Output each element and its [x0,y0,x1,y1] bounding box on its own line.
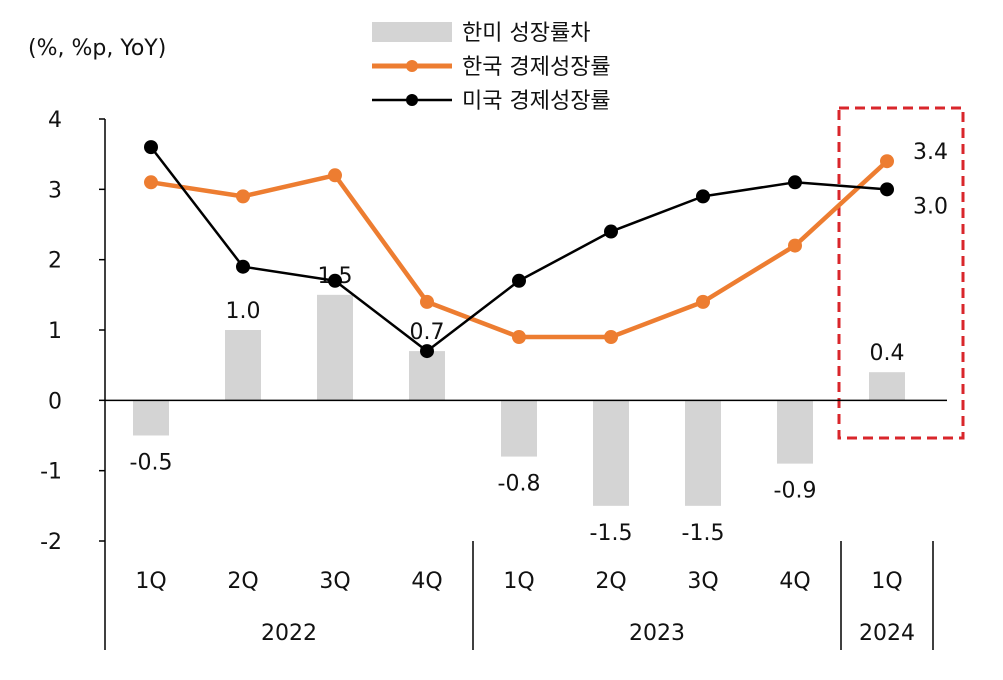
us-growth-point [604,224,618,239]
legend: 한미 성장률차 한국 경제성장률 미국 경제성장률 [372,21,611,114]
bar [317,294,353,401]
bar-data-label: -0.9 [774,479,817,504]
legend-marker-korea [406,60,418,72]
x-tick-label: 3Q [687,569,718,594]
y-tick-label: -2 [40,530,62,555]
x-tick-label: 4Q [779,569,810,594]
us-growth-point [696,189,710,204]
bar [133,400,169,436]
bar [685,400,721,506]
x-tick-label: 1Q [871,569,902,594]
legend-label-korea: 한국 경제성장률 [462,55,611,80]
year-label: 2022 [261,621,317,646]
korea-end-label: 3.4 [913,140,948,165]
us-end-label: 3.0 [913,194,948,219]
unit-label: (%, %p, YoY) [28,36,166,61]
bar-data-label: -0.5 [130,451,173,476]
korea-growth-point [788,238,802,253]
us-growth-point [328,273,342,288]
bar-data-label: -0.8 [498,472,541,497]
us-growth-point [236,259,250,274]
us-growth-point [420,344,434,359]
x-tick-label: 1Q [503,569,534,594]
bar-data-label: 0.4 [870,341,905,366]
x-tick-label: 2Q [595,569,626,594]
us-growth-point [880,182,894,197]
us-growth-point [512,273,526,288]
us-growth-point [788,175,802,190]
legend-swatch-bar [372,22,452,42]
y-tick-label: 2 [48,249,62,274]
x-tick-label: 2Q [227,569,258,594]
bar [777,400,813,464]
highlight-box [837,106,965,440]
year-label: 2024 [859,621,915,646]
bar [225,330,261,401]
bar [869,372,905,401]
legend-label-us: 미국 경제성장률 [462,89,611,114]
korea-growth-line [150,159,889,340]
korea-growth-point [696,294,710,309]
korea-growth-point [604,330,618,345]
legend-label-diff: 한미 성장률차 [462,21,590,46]
y-tick-label: 4 [48,108,62,133]
bar [593,400,629,506]
y-tick-label: 0 [48,389,62,414]
year-label: 2023 [629,621,685,646]
bar [409,351,445,401]
bar-data-label: 1.0 [226,299,261,324]
bar [501,400,537,457]
bar-data-label: -1.5 [682,521,725,546]
y-tick-label: -1 [40,460,62,485]
us-growth-line [150,146,888,353]
plot-area: 43210-1-2-0.51.01.50.7-0.8-1.5-1.5-0.90.… [40,106,965,650]
x-tick-label: 4Q [411,569,442,594]
korea-growth-point [236,189,250,204]
bar-data-label: -1.5 [590,521,633,546]
y-tick-label: 1 [48,319,62,344]
y-tick-label: 3 [48,178,62,203]
legend-marker-us [406,94,418,106]
korea-growth-point [880,154,894,169]
x-tick-label: 1Q [135,569,166,594]
korea-growth-point [144,175,158,190]
korea-growth-point [512,330,526,345]
korea-growth-point [420,294,434,309]
x-tick-label: 3Q [319,569,350,594]
us-growth-point [144,140,158,155]
korea-growth-point [328,168,342,183]
